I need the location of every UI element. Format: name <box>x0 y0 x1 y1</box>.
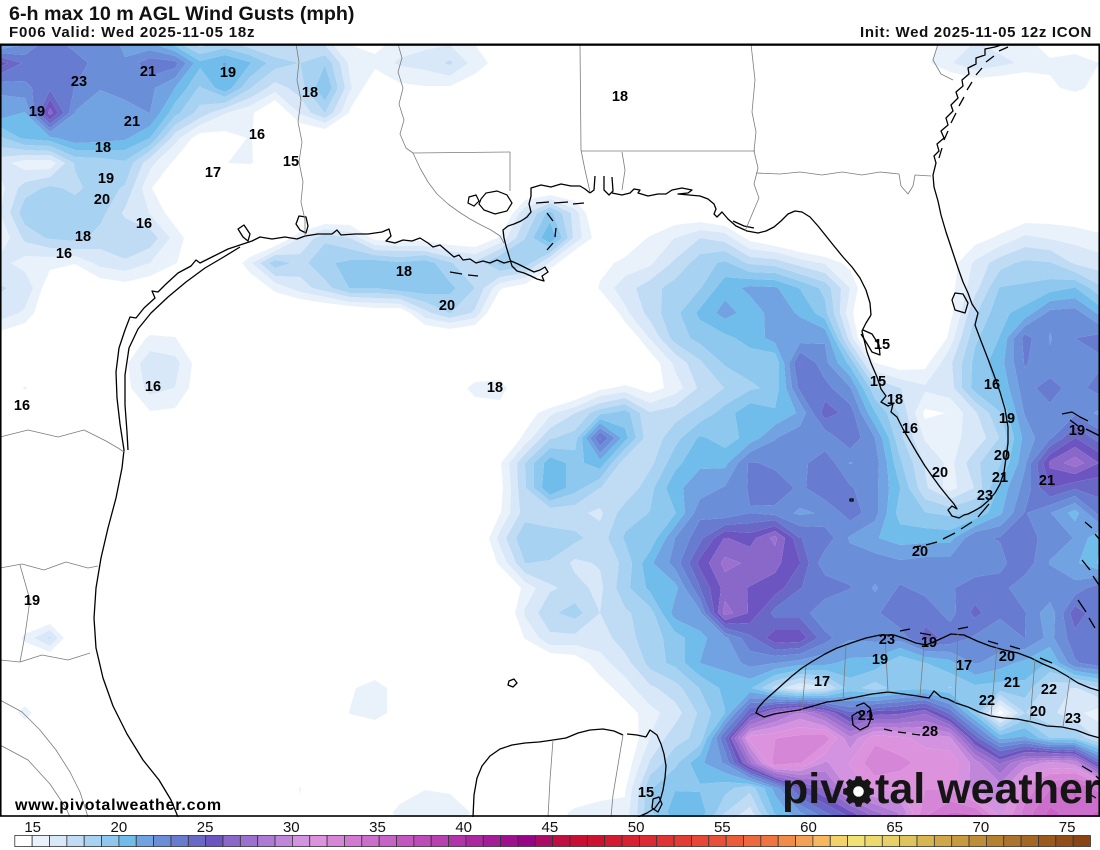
svg-text:18: 18 <box>487 380 503 396</box>
svg-text:16: 16 <box>902 421 918 437</box>
svg-text:16: 16 <box>249 127 265 143</box>
svg-text:65: 65 <box>886 819 903 836</box>
svg-text:75: 75 <box>1059 819 1076 836</box>
svg-text:17: 17 <box>205 165 221 181</box>
svg-text:20: 20 <box>1030 704 1046 720</box>
svg-text:20: 20 <box>999 649 1015 665</box>
svg-text:19: 19 <box>24 593 40 609</box>
svg-text:15: 15 <box>870 374 886 390</box>
svg-text:28: 28 <box>922 724 938 740</box>
svg-text:19: 19 <box>29 104 45 120</box>
svg-text:19: 19 <box>921 635 937 651</box>
svg-text:17: 17 <box>956 658 972 674</box>
svg-text:40: 40 <box>455 819 472 836</box>
svg-text:16: 16 <box>56 246 72 262</box>
svg-text:16: 16 <box>145 379 161 395</box>
svg-text:23: 23 <box>879 632 895 648</box>
svg-text:20: 20 <box>932 465 948 481</box>
svg-text:30: 30 <box>283 819 300 836</box>
svg-text:20: 20 <box>94 192 110 208</box>
svg-text:21: 21 <box>140 64 156 80</box>
svg-text:17: 17 <box>814 674 830 690</box>
svg-text:19: 19 <box>872 652 888 668</box>
svg-text:16: 16 <box>136 216 152 232</box>
svg-text:70: 70 <box>973 819 990 836</box>
svg-text:15: 15 <box>638 785 654 801</box>
svg-text:19: 19 <box>999 411 1015 427</box>
svg-text:16: 16 <box>984 377 1000 393</box>
svg-text:18: 18 <box>302 85 318 101</box>
svg-text:18: 18 <box>612 89 628 105</box>
svg-text:21: 21 <box>858 708 874 724</box>
svg-text:23: 23 <box>1065 711 1081 727</box>
svg-text:45: 45 <box>542 819 559 836</box>
svg-text:22: 22 <box>979 693 995 709</box>
svg-text:50: 50 <box>628 819 645 836</box>
svg-text:tal weather: tal weather <box>875 765 1100 813</box>
svg-text:23: 23 <box>71 74 87 90</box>
svg-text:20: 20 <box>111 819 128 836</box>
svg-text:20: 20 <box>994 448 1010 464</box>
svg-text:35: 35 <box>369 819 386 836</box>
svg-text:21: 21 <box>1004 675 1020 691</box>
svg-text:21: 21 <box>124 114 140 130</box>
svg-text:15: 15 <box>283 154 299 170</box>
svg-text:18: 18 <box>95 140 111 156</box>
svg-text:21: 21 <box>1039 473 1055 489</box>
svg-text:16: 16 <box>14 398 30 414</box>
svg-text:21: 21 <box>992 470 1008 486</box>
svg-text:23: 23 <box>977 488 993 504</box>
svg-text:19: 19 <box>220 65 236 81</box>
svg-text:18: 18 <box>75 229 91 245</box>
svg-text:60: 60 <box>800 819 817 836</box>
svg-text:18: 18 <box>887 392 903 408</box>
svg-text:18: 18 <box>396 264 412 280</box>
svg-text:55: 55 <box>714 819 731 836</box>
svg-text:15: 15 <box>24 819 41 836</box>
svg-text:15: 15 <box>874 337 890 353</box>
svg-text:20: 20 <box>912 544 928 560</box>
svg-text:22: 22 <box>1041 682 1057 698</box>
svg-text:piv: piv <box>782 765 844 813</box>
svg-text:20: 20 <box>439 298 455 314</box>
svg-text:25: 25 <box>197 819 214 836</box>
svg-text:19: 19 <box>98 171 114 187</box>
svg-text:19: 19 <box>1069 423 1085 439</box>
